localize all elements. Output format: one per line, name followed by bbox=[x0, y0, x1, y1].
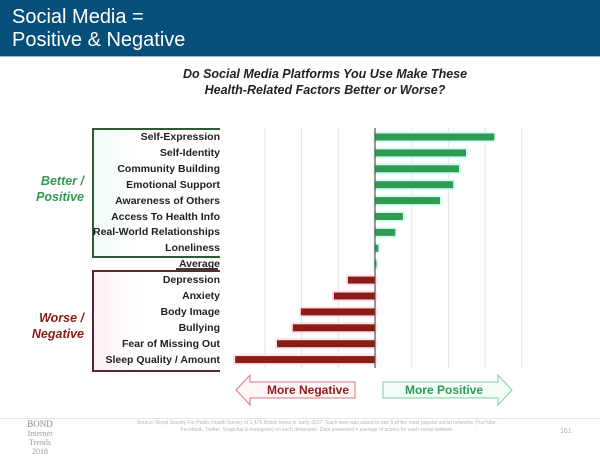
bar-anxiety bbox=[333, 292, 375, 300]
bar-average bbox=[375, 260, 377, 268]
category-label: Community Building bbox=[117, 162, 220, 175]
bar-self-identity bbox=[375, 149, 467, 157]
bar-body-image bbox=[300, 308, 375, 316]
negative-label-line2: Negative bbox=[31, 327, 84, 341]
category-label: Sleep Quality / Amount bbox=[105, 353, 220, 366]
category-label: Loneliness bbox=[165, 242, 220, 255]
bar-sleep-quality-amount bbox=[235, 356, 375, 364]
positive-label-line2: Positive bbox=[36, 190, 84, 204]
left-arrow-icon bbox=[235, 373, 356, 407]
category-label: Fear of Missing Out bbox=[121, 337, 220, 350]
bond-logo: BOND Internet Trends 2018 bbox=[20, 420, 60, 456]
chart-title: Do Social Media Platforms You Use Make T… bbox=[150, 66, 500, 98]
category-label: Self-Identity bbox=[159, 146, 220, 159]
negative-group-bracket bbox=[92, 270, 220, 372]
category-label: Average bbox=[178, 258, 220, 271]
bar-emotional-support bbox=[375, 181, 454, 189]
bar-depression bbox=[347, 276, 375, 284]
category-label: Anxiety bbox=[182, 290, 220, 302]
more-negative-label: More Negative bbox=[266, 383, 350, 397]
positive-group-label: Better / Positive bbox=[24, 173, 84, 205]
brand-year: 2018 bbox=[32, 447, 48, 456]
more-positive-label: More Positive bbox=[404, 383, 484, 397]
category-label: Bullying bbox=[178, 321, 220, 334]
footer-divider bbox=[0, 418, 600, 419]
bar-bullying bbox=[292, 324, 375, 332]
bar-loneliness bbox=[375, 244, 379, 252]
category-label: Depression bbox=[162, 274, 220, 287]
category-label: Access To Health Info bbox=[111, 210, 220, 223]
header-banner: Social Media = Positive & Negative bbox=[0, 0, 600, 57]
bar-awareness-of-others bbox=[375, 197, 440, 205]
category-label: Real-World Relationships bbox=[93, 226, 220, 239]
negative-label-line1: Worse / bbox=[39, 311, 84, 325]
bar-real-world-relationships bbox=[375, 228, 396, 236]
slide-title-line1: Social Media = bbox=[12, 6, 144, 28]
chart-title-line1: Do Social Media Platforms You Use Make T… bbox=[182, 67, 468, 81]
page-number: 161 bbox=[560, 428, 572, 435]
positive-group-bracket bbox=[92, 128, 220, 258]
category-label: Self-Expression bbox=[140, 131, 220, 143]
average-underline bbox=[176, 268, 218, 270]
category-label: Awareness of Others bbox=[115, 194, 220, 207]
bar-fear-of-missing-out bbox=[277, 340, 375, 348]
positive-label-line1: Better / bbox=[40, 174, 84, 188]
chart-title-line2: Health-Related Factors Better or Worse? bbox=[204, 83, 446, 97]
category-label: Body Image bbox=[160, 305, 220, 318]
bar-self-expression bbox=[375, 133, 495, 141]
source-note: Source: Royal Society For Public Health … bbox=[136, 420, 498, 433]
brand-subtitle: Internet Trends bbox=[27, 429, 53, 447]
bar-access-to-health-info bbox=[375, 213, 403, 220]
negative-group-label: Worse / Negative bbox=[24, 310, 84, 342]
brand-name: BOND bbox=[27, 419, 53, 429]
bar-community-building bbox=[375, 165, 460, 173]
category-label: Emotional Support bbox=[126, 178, 220, 191]
right-arrow-icon bbox=[382, 373, 513, 407]
slide-title-line2: Positive & Negative bbox=[12, 29, 186, 51]
